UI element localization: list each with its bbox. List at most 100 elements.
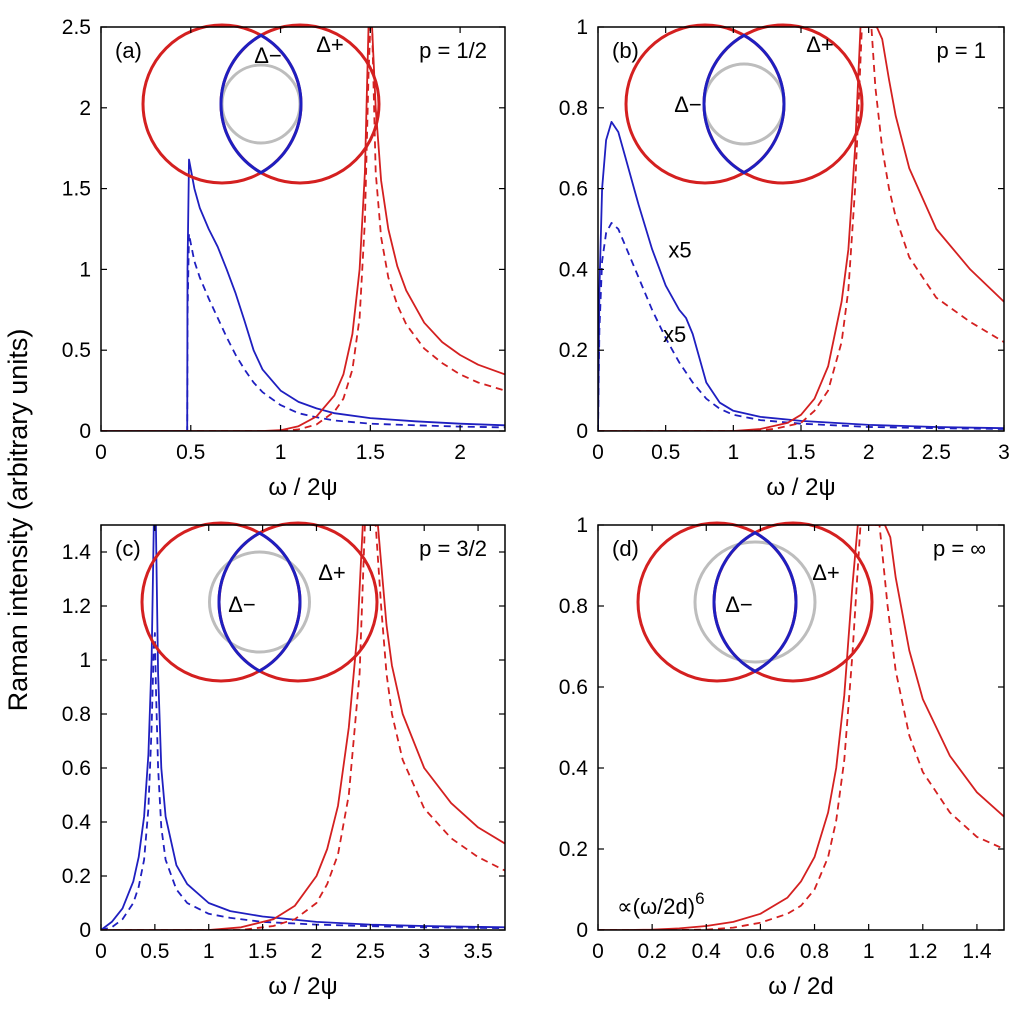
x-tick-label: 0: [95, 940, 107, 963]
x-tick-label: 0.2: [638, 940, 667, 963]
x-tick-label: 1: [727, 441, 739, 464]
x-tick-label: 1.5: [786, 441, 815, 464]
y-tick-label: 2: [79, 97, 91, 120]
y-tick-label: 0: [79, 919, 91, 942]
x-tick-label: 1.5: [248, 940, 277, 963]
x-tick-label: 3.5: [463, 940, 492, 963]
x-tick-label: 0.5: [651, 441, 680, 464]
y-axis-label: Raman intensity (arbitrary units): [3, 329, 33, 712]
plot-frame: [100, 524, 506, 931]
y-tick-label: 0.6: [62, 757, 91, 780]
series-line-red-dashed: [101, 27, 505, 431]
y-tick-label: 1.5: [62, 178, 91, 201]
series-line-blue-dashed: [101, 232, 505, 431]
panel-b: Δ− Δ+ 0 0.5 1 1.5 2 2.5 3 0 0.2 0.4 0.6 0.8 1 ω / 2ψ (b)…: [559, 16, 1010, 501]
annotation-label: x5: [668, 237, 691, 262]
y-tick-label: 0.8: [559, 595, 588, 618]
gap-inset: Δ− Δ+: [141, 23, 381, 185]
x-axis-label: ω / 2ψ: [766, 474, 835, 501]
series-line-red-solid: [101, 525, 505, 930]
annotation-superscript: 6: [695, 889, 704, 908]
inset-delta-minus-label: Δ−: [228, 592, 256, 617]
y-tick-label: 0: [576, 919, 588, 942]
annotation-label: x5: [663, 322, 686, 347]
inset-blue-lens: [712, 531, 798, 673]
annotation-label: ∝(ω/2d)6: [617, 889, 705, 919]
x-tick-label: 2.5: [922, 441, 951, 464]
parameter-label: p = ∞: [933, 536, 986, 561]
y-tick-label: 0.6: [559, 178, 588, 201]
inset-gray-circle: [208, 550, 311, 654]
inset-gray-circle: [220, 63, 302, 145]
y-tick-label: 0: [79, 420, 91, 443]
y-tick-label: 0.2: [559, 838, 588, 861]
y-tick-label: 0.8: [559, 97, 588, 120]
x-tick-label: 1: [275, 441, 287, 464]
x-tick-label: 1: [863, 940, 875, 963]
y-tick-label: 0.6: [559, 676, 588, 699]
x-tick-label: 1: [203, 940, 215, 963]
inset-delta-minus-label: Δ−: [725, 592, 753, 617]
series-line-blue-solid: [598, 121, 1004, 431]
x-tick-label: 0.4: [692, 940, 722, 963]
inset-delta-plus-label: Δ+: [812, 560, 840, 585]
panel-letter: (b): [612, 38, 639, 63]
x-tick-label: 2.5: [356, 940, 385, 963]
series-group: [598, 525, 1004, 930]
y-tick-label: 1.4: [62, 541, 92, 564]
series-line-red-dashed: [598, 525, 1004, 930]
y-tick-label: 1: [576, 514, 588, 537]
x-tick-label: 1.5: [356, 441, 385, 464]
x-tick-label: 1.2: [908, 940, 937, 963]
plot-frame: [100, 26, 506, 432]
x-axis-label: ω / 2d: [768, 973, 833, 1000]
inset-delta-plus-label: Δ+: [318, 560, 346, 585]
y-tick-label: 1.2: [62, 595, 91, 618]
panel-letter: (c): [115, 536, 141, 561]
inset-blue-lens: [702, 33, 786, 175]
parameter-label: p = 3/2: [419, 536, 487, 561]
y-tick-label: 0.2: [559, 339, 588, 362]
x-tick-label: 0.5: [140, 940, 169, 963]
gap-inset: Δ− Δ+: [140, 521, 379, 683]
series-line-blue-solid: [101, 525, 505, 930]
x-tick-label: 0.8: [800, 940, 829, 963]
series-group: [101, 27, 505, 431]
x-tick-label: 3: [998, 441, 1010, 464]
gap-inset: Δ− Δ+: [636, 521, 874, 683]
x-tick-label: 2: [454, 441, 466, 464]
x-axis-label: ω / 2ψ: [268, 474, 337, 501]
panel-letter: (d): [612, 536, 639, 561]
x-tick-label: 3: [418, 940, 430, 963]
x-tick-label: 2: [863, 441, 875, 464]
x-tick-label: 0: [592, 441, 604, 464]
x-tick-label: 0.5: [176, 441, 205, 464]
inset-delta-plus-label: Δ+: [806, 32, 834, 57]
parameter-label: p = 1: [936, 38, 986, 63]
x-tick-label: 0: [95, 441, 107, 464]
y-tick-label: 1: [79, 258, 91, 281]
x-tick-label: 1.4: [962, 940, 992, 963]
inset-gray-circle: [702, 62, 786, 146]
panel-d: Δ− Δ+ 0 0.2 0.4 0.6 0.8 1 1.2 1.4 0 0.2 0.4 0.6 0.8 1 ω …: [559, 514, 1005, 1000]
y-tick-label: 0.5: [62, 339, 91, 362]
series-line-red-solid: [598, 525, 1004, 930]
series-line-red-dashed: [598, 27, 1004, 431]
plot-frame: [597, 524, 1005, 931]
series-line-blue-solid: [101, 158, 505, 431]
y-tick-label: 2.5: [62, 16, 91, 39]
x-tick-label: 2: [311, 940, 323, 963]
plot-frame: [597, 26, 1005, 432]
x-tick-label: 0.6: [746, 940, 775, 963]
series-line-blue-dashed: [598, 221, 1004, 431]
inset-gray-circle: [693, 540, 817, 664]
x-tick-label: 0: [592, 940, 604, 963]
y-tick-label: 0.4: [559, 757, 589, 780]
series-line-red-solid: [598, 27, 1004, 431]
y-tick-label: 1: [576, 16, 588, 39]
inset-delta-plus-label: Δ+: [316, 32, 344, 57]
series-group: [101, 525, 505, 930]
inset-delta-minus-label: Δ−: [674, 92, 702, 117]
inset-blue-lens: [217, 531, 302, 673]
